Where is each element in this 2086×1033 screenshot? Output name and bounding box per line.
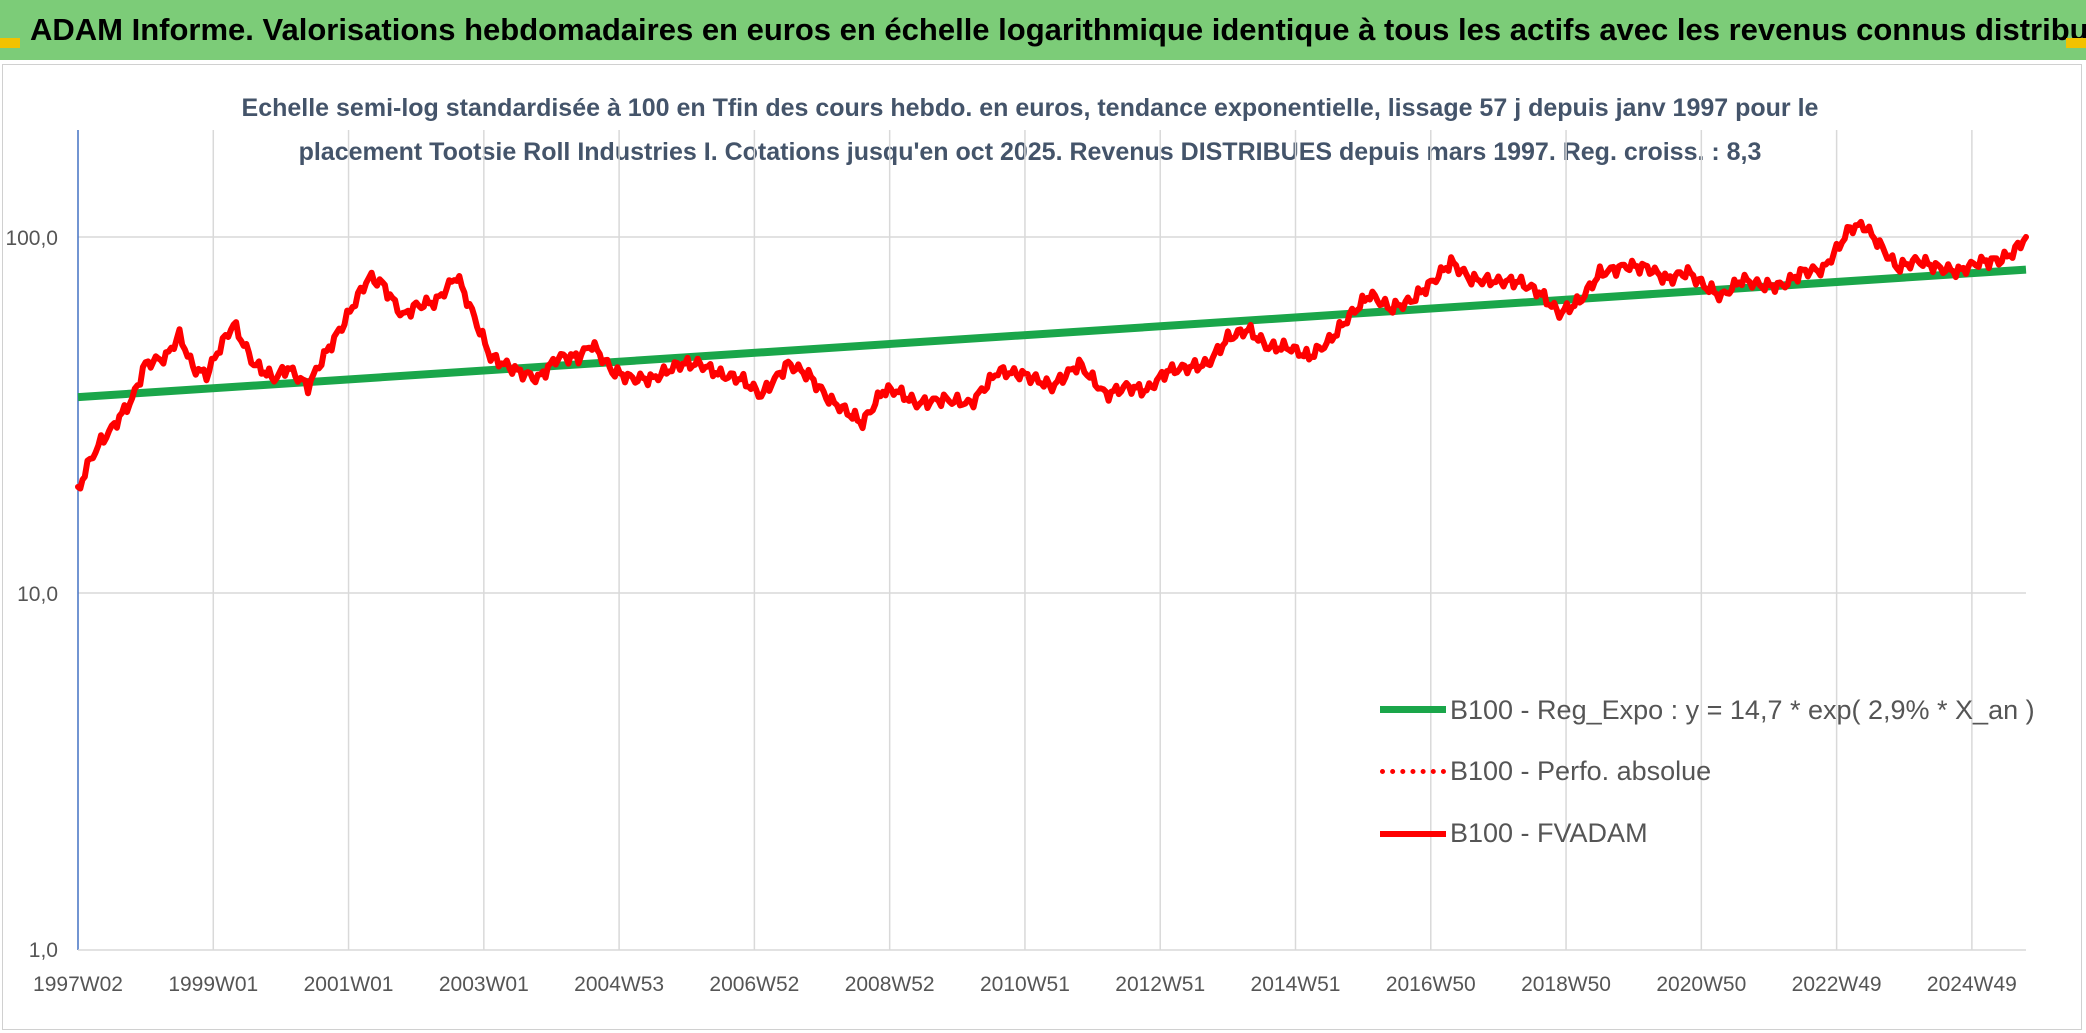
legend-swatch-fvadam xyxy=(1380,831,1446,837)
x-tick-label: 2024W49 xyxy=(1927,973,2017,996)
x-tick-label: 2004W53 xyxy=(574,973,664,996)
corner-marker-left xyxy=(0,38,20,48)
x-tick-label: 2020W50 xyxy=(1656,973,1746,996)
report-title: ADAM Informe. Valorisations hebdomadaire… xyxy=(30,12,2086,47)
legend-swatch-perfo-absolue xyxy=(1380,769,1446,774)
legend-label-trend: B100 - Reg_Expo : y = 14,7 * exp( 2,9% *… xyxy=(1450,695,2035,725)
corner-marker-right xyxy=(2066,38,2086,48)
chart-title-line-1: Echelle semi-log standardisée à 100 en T… xyxy=(241,94,1819,122)
chart-title: Echelle semi-log standardisée à 100 en T… xyxy=(230,86,1830,174)
x-tick-label: 1999W01 xyxy=(168,973,258,996)
x-tick-label: 2014W51 xyxy=(1251,973,1341,996)
chart-frame xyxy=(2,64,2082,1030)
x-tick-label: 2001W01 xyxy=(304,973,394,996)
x-tick-label: 1997W02 xyxy=(33,973,123,996)
legend-swatch-trend xyxy=(1380,706,1446,713)
y-tick-label: 100,0 xyxy=(5,227,58,250)
y-tick-label: 10,0 xyxy=(17,583,58,606)
x-tick-label: 2016W50 xyxy=(1386,973,1476,996)
x-tick-label: 2022W49 xyxy=(1792,973,1882,996)
trend-line xyxy=(77,265,2027,402)
y-tick-label: 1,0 xyxy=(29,939,58,962)
x-tick-label: 2018W50 xyxy=(1521,973,1611,996)
legend-item-trend: B100 - Reg_Expo : y = 14,7 * exp( 2,9% *… xyxy=(1380,690,2035,730)
x-tick-label: 2006W52 xyxy=(709,973,799,996)
report-header: ADAM Informe. Valorisations hebdomadaire… xyxy=(0,0,2086,60)
x-tick-label: 2008W52 xyxy=(845,973,935,996)
legend-item-fvadam: B100 - FVADAM xyxy=(1380,813,2020,853)
fvadam-series-line xyxy=(75,218,2029,492)
legend-label-perfo-absolue: B100 - Perfo. absolue xyxy=(1450,756,1712,786)
legend-label-fvadam: B100 - FVADAM xyxy=(1450,818,1648,848)
chart-title-line-2: placement Tootsie Roll Industries I. Cot… xyxy=(298,138,1762,166)
legend-item-perfo-absolue: B100 - Perfo. absolue xyxy=(1380,751,2020,791)
x-tick-label: 2012W51 xyxy=(1115,973,1205,996)
x-tick-label: 2003W01 xyxy=(439,973,529,996)
x-tick-label: 2010W51 xyxy=(980,973,1070,996)
